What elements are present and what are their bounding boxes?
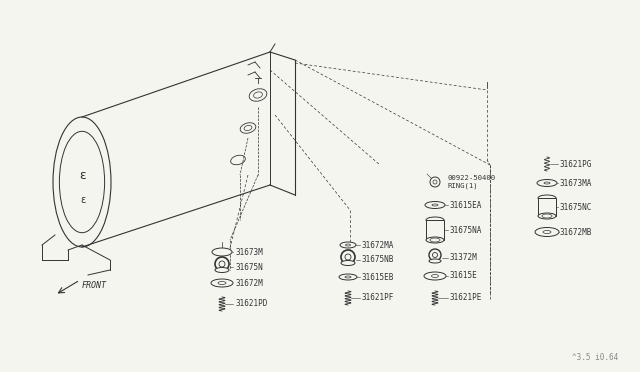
Text: 00922-50400: 00922-50400 xyxy=(448,175,496,181)
Text: 31673MA: 31673MA xyxy=(560,179,593,187)
Text: 31615EA: 31615EA xyxy=(450,201,483,209)
Circle shape xyxy=(433,253,438,257)
Ellipse shape xyxy=(340,242,356,248)
Text: ^3.5 i0.64: ^3.5 i0.64 xyxy=(572,353,618,362)
Text: ε: ε xyxy=(80,169,86,182)
Circle shape xyxy=(433,180,437,184)
FancyBboxPatch shape xyxy=(426,220,444,240)
Text: 31621PG: 31621PG xyxy=(560,160,593,169)
Text: 31615EB: 31615EB xyxy=(362,273,394,282)
Ellipse shape xyxy=(544,182,550,184)
Text: 31672MA: 31672MA xyxy=(362,241,394,250)
Text: FRONT: FRONT xyxy=(82,280,107,289)
Ellipse shape xyxy=(341,260,355,266)
Ellipse shape xyxy=(53,117,111,247)
Ellipse shape xyxy=(212,248,232,256)
Ellipse shape xyxy=(538,195,556,201)
Text: 31621PF: 31621PF xyxy=(362,294,394,302)
Ellipse shape xyxy=(60,131,104,233)
Text: 31675NC: 31675NC xyxy=(560,202,593,212)
Ellipse shape xyxy=(249,89,267,101)
Ellipse shape xyxy=(253,92,262,98)
Text: 31675N: 31675N xyxy=(235,263,263,272)
Circle shape xyxy=(429,249,441,261)
Ellipse shape xyxy=(240,123,256,133)
Ellipse shape xyxy=(430,238,440,242)
Circle shape xyxy=(341,250,355,264)
Circle shape xyxy=(430,177,440,187)
Text: 31672MB: 31672MB xyxy=(560,228,593,237)
Ellipse shape xyxy=(244,125,252,131)
Ellipse shape xyxy=(537,180,557,186)
Text: RING(1): RING(1) xyxy=(448,183,479,189)
Ellipse shape xyxy=(426,217,444,223)
Text: 31372M: 31372M xyxy=(450,253,477,263)
Circle shape xyxy=(345,254,351,260)
Circle shape xyxy=(219,261,225,267)
Ellipse shape xyxy=(211,279,233,287)
Ellipse shape xyxy=(538,213,556,219)
Ellipse shape xyxy=(339,274,357,280)
Ellipse shape xyxy=(218,282,226,285)
Text: 31673M: 31673M xyxy=(235,247,263,257)
Circle shape xyxy=(215,257,229,271)
Ellipse shape xyxy=(431,275,438,278)
Text: ε: ε xyxy=(80,195,86,205)
Ellipse shape xyxy=(543,231,551,234)
Ellipse shape xyxy=(432,204,438,206)
Ellipse shape xyxy=(542,214,552,218)
Text: 31621PD: 31621PD xyxy=(235,299,268,308)
Ellipse shape xyxy=(535,228,559,237)
Ellipse shape xyxy=(429,259,441,263)
Ellipse shape xyxy=(230,155,245,165)
Ellipse shape xyxy=(346,244,351,246)
FancyBboxPatch shape xyxy=(538,198,556,216)
Ellipse shape xyxy=(425,202,445,208)
Text: 31672M: 31672M xyxy=(235,279,263,288)
Ellipse shape xyxy=(215,267,229,273)
Ellipse shape xyxy=(424,272,446,280)
Text: 31675NA: 31675NA xyxy=(450,225,483,234)
Text: 31675NB: 31675NB xyxy=(362,256,394,264)
Ellipse shape xyxy=(426,237,444,243)
Ellipse shape xyxy=(345,276,351,278)
Text: 31615E: 31615E xyxy=(450,272,477,280)
Text: 31621PE: 31621PE xyxy=(450,294,483,302)
